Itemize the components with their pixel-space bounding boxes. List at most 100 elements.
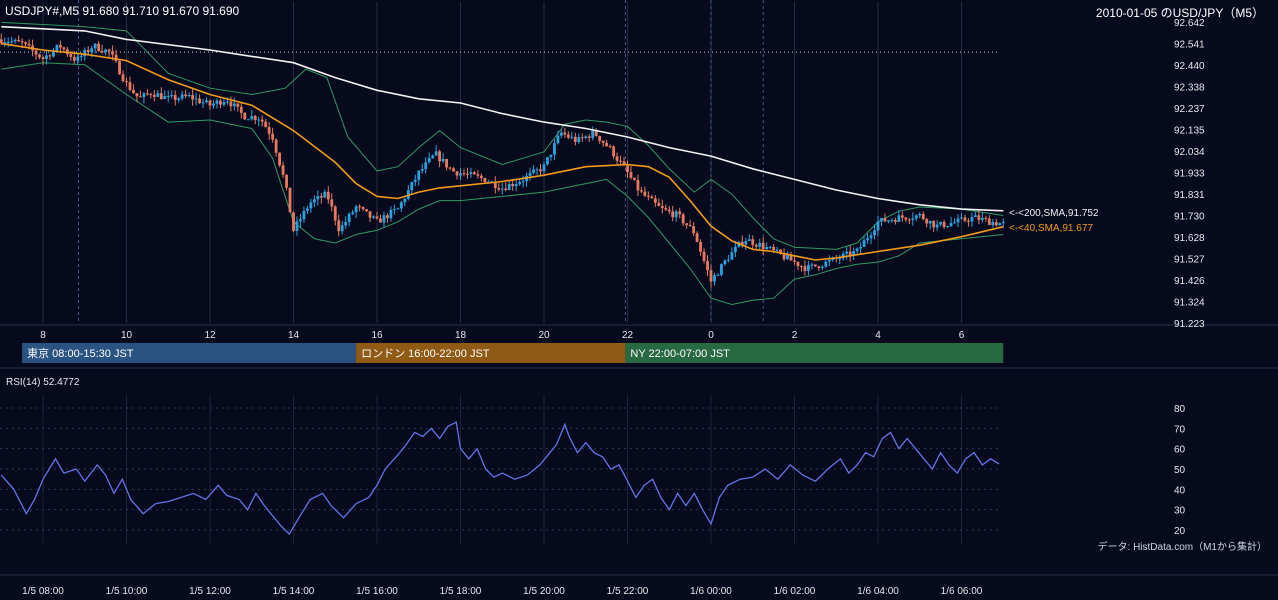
symbol-ohlc-header: USDJPY#,M5 91.680 91.710 91.670 91.690 [5, 4, 240, 18]
candle-down [925, 219, 929, 224]
candle-up [306, 208, 309, 211]
candle-down [646, 195, 650, 197]
candle-up [382, 215, 386, 223]
candle-down [292, 212, 295, 231]
candle-down [239, 106, 243, 113]
candle-up [309, 202, 313, 209]
candle-down [361, 207, 365, 210]
candle-down [159, 93, 163, 100]
candle-up [396, 208, 400, 210]
candle-down [706, 260, 709, 271]
candle-up [866, 238, 869, 241]
candle-up [459, 173, 462, 176]
candle-up [194, 98, 198, 100]
candle-up [591, 130, 595, 139]
rsi-title: RSI(14) 52.4772 [6, 377, 80, 388]
candle-up [890, 219, 894, 221]
rsi-panel: 80 70 60 50 40 30 20 [0, 395, 1186, 545]
candle-down [563, 132, 567, 135]
candle-down [135, 93, 139, 97]
candle-up [911, 218, 915, 220]
date-tick-label: 1/5 20:00 [523, 586, 565, 597]
candle-up [351, 212, 355, 214]
date-tick-label: 1/5 18:00 [440, 586, 482, 597]
candle-up [841, 253, 845, 259]
candle-down [653, 198, 657, 203]
candle-down [699, 241, 702, 252]
hour-tick-label: 10 [121, 330, 133, 341]
rsi-tick-label: 80 [1174, 404, 1186, 415]
candle-down [740, 241, 744, 245]
candle-down [793, 260, 796, 262]
price-tick-label: 91.933 [1174, 168, 1205, 179]
candle-up [93, 43, 97, 49]
candle-down [379, 218, 382, 223]
price-tick-label: 91.730 [1174, 211, 1205, 222]
candle-up [302, 210, 306, 220]
candle-up [187, 94, 191, 97]
candle-up [413, 179, 417, 183]
session-london-bar [356, 343, 626, 363]
candle-down [243, 112, 247, 120]
candle-down [497, 188, 501, 190]
candle-up [824, 261, 828, 267]
candle-down [125, 81, 128, 83]
rsi-tick-label: 60 [1174, 445, 1186, 456]
date-tick-label: 1/6 02:00 [774, 586, 816, 597]
candle-down [994, 222, 998, 226]
hour-tick-label: 16 [371, 330, 383, 341]
candle-down [667, 209, 671, 212]
sma40-label: <-<40,SMA,91.677 [1009, 223, 1093, 234]
candle-up [730, 252, 734, 260]
candle-up [79, 56, 83, 58]
candle-down [278, 152, 281, 166]
candle-up [559, 132, 563, 136]
candle-up [514, 184, 518, 187]
candle-down [622, 161, 626, 166]
candle-up [535, 169, 539, 171]
candle-down [208, 100, 212, 106]
candle-down [149, 94, 153, 96]
candle-up [507, 183, 511, 191]
candle-up [299, 219, 302, 222]
candle-down [48, 55, 52, 57]
candle-down [69, 54, 73, 57]
candle-up [758, 243, 762, 247]
candle-up [441, 158, 445, 162]
bollinger-bands [1, 21, 1004, 306]
candle-down [333, 206, 337, 221]
candle-down [594, 130, 598, 136]
candle-down [229, 101, 233, 107]
hour-tick-label: 22 [622, 330, 634, 341]
candle-up [177, 98, 181, 100]
candle-up [991, 222, 995, 226]
candle-up [104, 49, 108, 53]
candle-up [935, 224, 939, 228]
candle-up [372, 216, 375, 218]
session-tokyo-label: 東京 08:00-15:30 JST [27, 346, 134, 360]
session-ny-label: NY 22:00-07:00 JST [630, 348, 730, 360]
session-bars: 東京 08:00-15:30 JST ロンドン 16:00-22:00 JST NY… [22, 343, 1004, 363]
candle-down [326, 191, 330, 200]
candle-up [747, 239, 751, 242]
price-tick-label: 91.628 [1174, 233, 1205, 244]
candle-up [918, 213, 922, 216]
session-tokyo-bar [22, 343, 357, 363]
hour-tick-label: 12 [204, 330, 216, 341]
candle-down [573, 136, 577, 142]
candle-up [431, 155, 435, 159]
price-axis: 92.642 92.541 92.440 92.338 92.237 92.135 92.0… [1174, 18, 1205, 330]
price-tick-label: 92.642 [1174, 18, 1205, 29]
sma40-line [1, 42, 1004, 261]
candle-down [473, 172, 476, 175]
candle-down [274, 139, 278, 153]
candle-down [688, 225, 692, 227]
bollinger-upper-line [1, 21, 1004, 250]
candle-up [838, 258, 842, 260]
hour-tick-label: 14 [288, 330, 300, 341]
date-tick-label: 1/5 12:00 [189, 586, 231, 597]
candle-down [466, 173, 469, 175]
candle-up [768, 246, 772, 248]
candle-up [55, 44, 59, 51]
candle-up [90, 48, 94, 52]
